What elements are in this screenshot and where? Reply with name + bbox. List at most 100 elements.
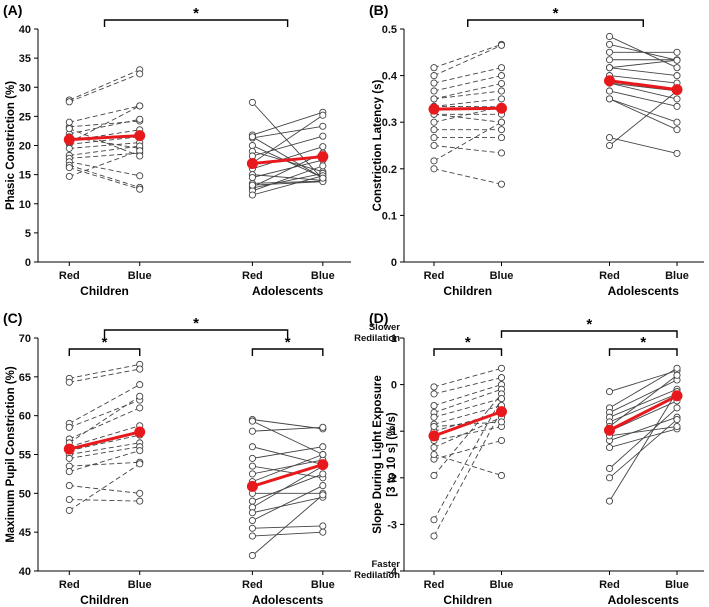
x-tick-label: Red <box>599 579 620 591</box>
children-point-blue <box>136 365 144 373</box>
children-subject-line <box>69 136 140 145</box>
adolescents-subject-line <box>609 416 678 441</box>
children-point-blue <box>497 395 506 403</box>
x-tick-label: Red <box>242 579 263 591</box>
children-mean-point-red <box>428 103 440 115</box>
x-tick-label: Blue <box>490 579 514 591</box>
children-subject-line <box>69 161 140 177</box>
children-point-blue <box>136 185 144 193</box>
adolescents-point-red <box>248 98 256 106</box>
children-subject-line <box>69 499 140 502</box>
x-tick-label: Blue <box>490 270 514 282</box>
group-label-adolescents: Adolescents <box>252 593 324 607</box>
children-point-red <box>430 95 438 103</box>
adolescents-subject-line <box>252 531 323 537</box>
children-point-blue <box>497 72 506 80</box>
children-point-red <box>430 383 438 391</box>
adolescents-point-red <box>248 532 256 540</box>
adolescents-point-red <box>248 443 256 451</box>
adolescents-subject-line <box>609 59 678 69</box>
adolescents-point-blue <box>673 364 681 372</box>
children-point-red <box>430 516 438 524</box>
adolescents-point-red <box>248 141 256 150</box>
x-tick-label: Blue <box>665 270 689 282</box>
children-subject-line <box>433 67 502 84</box>
adolescents-subject-line <box>252 111 323 136</box>
children-subject-line <box>69 73 140 103</box>
children-point-red <box>65 454 73 462</box>
adolescents-subject-line <box>252 446 323 459</box>
children-point-red <box>65 482 73 490</box>
adolescents-subject-line <box>609 407 678 469</box>
children-subject-line <box>69 461 140 467</box>
adolescents-point-blue <box>673 56 681 64</box>
children-point-red <box>65 506 73 514</box>
y-tick-label: 0.4 <box>382 71 398 83</box>
y-tick-label: 55 <box>19 450 31 462</box>
children-subject-line <box>433 377 502 395</box>
children-point-blue <box>136 489 144 497</box>
children-subject-line <box>69 105 140 123</box>
adolescents-mean-point-red <box>246 158 258 170</box>
adolescents-subject-line <box>252 426 323 432</box>
adolescents-subject-line <box>609 82 678 100</box>
significance-star: * <box>285 334 291 351</box>
adolescents-point-red <box>248 454 256 462</box>
adolescents-point-red <box>248 173 256 182</box>
x-tick-label: Red <box>424 579 445 591</box>
adolescents-subject-line <box>609 419 678 479</box>
adolescents-subject-line <box>609 98 678 123</box>
adolescents-subject-line <box>252 496 323 514</box>
children-point-blue <box>497 418 506 426</box>
adolescents-point-red <box>248 191 256 199</box>
x-tick-label: Blue <box>665 579 689 591</box>
adolescents-point-blue <box>319 162 327 170</box>
annotation-faster: Faster <box>371 559 400 570</box>
children-subject-line <box>433 145 502 154</box>
children-point-red <box>430 532 438 540</box>
children-point-red <box>430 134 438 142</box>
children-point-blue <box>497 95 506 103</box>
children-point-blue <box>136 447 144 455</box>
adolescents-subject-line <box>252 473 323 502</box>
children-point-blue <box>497 87 506 95</box>
significance-bracket <box>251 348 324 356</box>
adolescents-point-red <box>248 497 256 505</box>
adolescents-point-red <box>605 87 614 95</box>
children-subject-line <box>69 142 140 149</box>
significance-star: * <box>102 334 108 351</box>
children-point-red <box>430 165 438 173</box>
y-tick-label: -3 <box>387 519 397 531</box>
children-subject-line <box>433 168 502 185</box>
children-point-blue <box>497 149 506 157</box>
children-subject-line <box>69 120 140 128</box>
y-tick-label: 50 <box>19 488 31 500</box>
children-subject-line <box>433 416 502 448</box>
children-mean-point-blue <box>496 406 507 418</box>
children-point-blue <box>497 471 506 480</box>
adolescents-point-blue <box>673 404 681 412</box>
adolescents-subject-line <box>252 446 323 466</box>
children-subject-line <box>69 128 140 157</box>
adolescents-subject-line <box>252 465 324 508</box>
adolescents-subject-line <box>252 102 324 180</box>
children-point-blue <box>136 404 144 412</box>
adolescents-subject-line <box>252 174 323 181</box>
adolescents-point-blue <box>319 122 327 130</box>
children-point-red <box>430 72 438 80</box>
children-point-blue <box>497 180 506 188</box>
adolescents-point-red <box>605 474 614 482</box>
children-point-red <box>65 144 73 152</box>
children-subject-line <box>433 121 502 162</box>
adolescents-subject-line <box>252 135 323 157</box>
adolescents-point-red <box>248 551 256 560</box>
adolescents-point-red <box>248 524 256 532</box>
adolescents-point-red <box>248 427 256 435</box>
adolescents-point-blue <box>673 102 681 110</box>
adolescents-subject-line <box>609 370 678 393</box>
adolescents-subject-line <box>609 98 678 131</box>
children-mean-point-red <box>428 430 440 442</box>
children-point-blue <box>497 364 506 372</box>
y-tick-label: 40 <box>19 24 31 36</box>
adolescents-point-blue <box>673 72 681 80</box>
